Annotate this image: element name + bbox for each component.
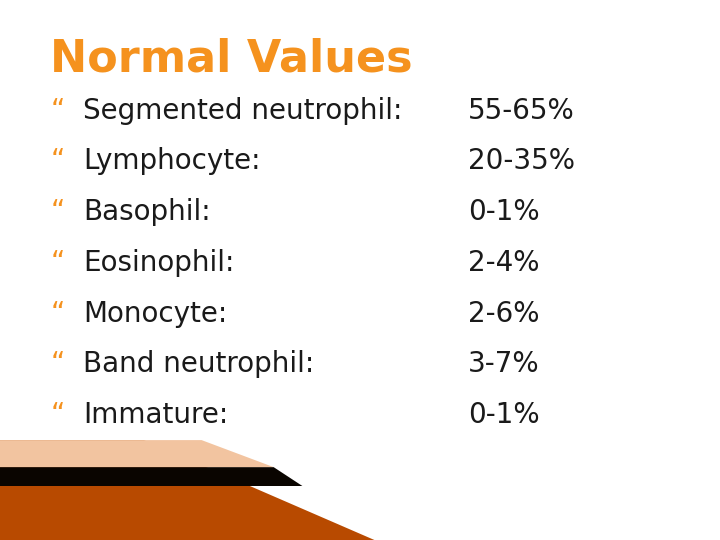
Polygon shape — [0, 440, 274, 467]
Text: Normal Values: Normal Values — [50, 38, 413, 81]
Text: 20-35%: 20-35% — [468, 147, 575, 176]
Polygon shape — [0, 440, 374, 540]
Text: “: “ — [50, 249, 65, 277]
Text: Basophil:: Basophil: — [83, 198, 210, 226]
Text: Monocyte:: Monocyte: — [83, 300, 227, 328]
Text: 2-4%: 2-4% — [468, 249, 539, 277]
Text: 0-1%: 0-1% — [468, 401, 539, 429]
Text: 0-1%: 0-1% — [468, 198, 539, 226]
Text: 55-65%: 55-65% — [468, 97, 575, 125]
Text: Lymphocyte:: Lymphocyte: — [83, 147, 261, 176]
Text: Eosinophil:: Eosinophil: — [83, 249, 234, 277]
Text: “: “ — [50, 350, 65, 379]
Text: 2-6%: 2-6% — [468, 300, 539, 328]
Text: Segmented neutrophil:: Segmented neutrophil: — [83, 97, 402, 125]
Text: “: “ — [50, 97, 65, 125]
Text: “: “ — [50, 401, 65, 429]
Text: “: “ — [50, 198, 65, 226]
Text: 3-7%: 3-7% — [468, 350, 539, 379]
Text: Band neutrophil:: Band neutrophil: — [83, 350, 314, 379]
Text: “: “ — [50, 147, 65, 176]
Polygon shape — [0, 467, 302, 486]
Text: Immature:: Immature: — [83, 401, 228, 429]
Text: “: “ — [50, 300, 65, 328]
